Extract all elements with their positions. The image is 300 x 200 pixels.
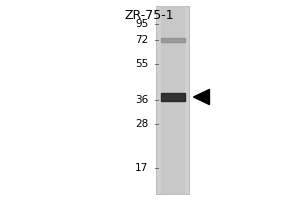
Polygon shape	[194, 89, 209, 105]
Bar	[156, 6, 189, 194]
Text: 55: 55	[135, 59, 148, 69]
Bar	[160, 6, 184, 194]
Text: 17: 17	[135, 163, 148, 173]
Text: 28: 28	[135, 119, 148, 129]
Text: 36: 36	[135, 95, 148, 105]
Text: 95: 95	[135, 19, 148, 29]
Text: 72: 72	[135, 35, 148, 45]
Text: ZR-75-1: ZR-75-1	[124, 9, 174, 22]
